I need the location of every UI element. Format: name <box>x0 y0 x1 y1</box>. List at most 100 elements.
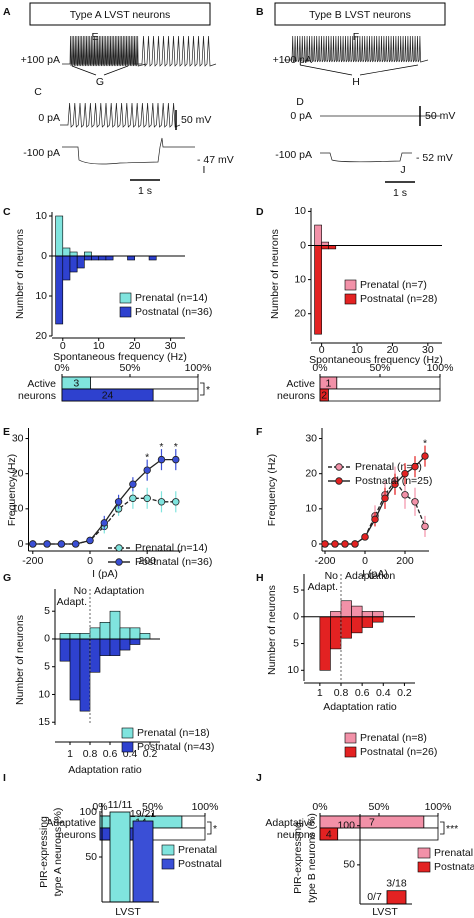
legend-swatch <box>121 741 134 753</box>
y-axis-label: Number of neurons <box>266 585 278 675</box>
histogram-bar <box>127 255 135 261</box>
x-tick-label: 0 <box>362 555 368 567</box>
y-tick-label: 5 <box>44 605 50 617</box>
data-point <box>371 515 379 524</box>
y-tick-label: 0 <box>293 611 299 623</box>
panel-letter: B <box>256 6 264 18</box>
x-tick-label: 30 <box>422 344 434 356</box>
data-point <box>361 533 369 541</box>
legend-swatch <box>344 746 357 758</box>
data-point <box>411 462 419 471</box>
trace-marker: F <box>353 31 359 43</box>
x-tick-label: 0 <box>319 344 325 356</box>
x-tick-label: 0.8 <box>83 748 98 760</box>
histogram-bar <box>84 251 92 257</box>
significance: * <box>206 384 210 396</box>
y-tick-label: 50 <box>85 851 97 863</box>
x-axis-label: Spontaneous frequency (Hz) <box>53 351 187 363</box>
y-tick-label: 10 <box>294 273 306 285</box>
trace-marker: D <box>296 96 304 108</box>
panel-letter: C <box>3 206 11 218</box>
legend-swatch <box>417 847 431 859</box>
histogram-bar <box>69 251 78 257</box>
data-point <box>172 498 180 506</box>
x-tick-label: 50% <box>119 362 140 374</box>
data-point <box>86 536 94 545</box>
y-axis-label: type A neurons (%) <box>52 808 64 897</box>
title-box <box>29 2 211 26</box>
fraction-frame <box>319 376 441 390</box>
y-tick-label: 10 <box>35 290 47 302</box>
x-tick-label: 0% <box>54 362 69 374</box>
data-point <box>411 498 419 506</box>
histogram-bar <box>148 255 157 261</box>
x-tick-label: 50% <box>369 362 390 374</box>
legend-swatch <box>344 732 357 744</box>
y-tick-label: 10 <box>294 205 306 217</box>
legend-label: Postnatal (n=36) <box>135 306 212 318</box>
bar <box>132 820 154 903</box>
data-point <box>100 519 108 527</box>
x-tick-label: 200 <box>396 555 414 567</box>
data-point <box>351 540 359 548</box>
histogram-bar <box>59 638 71 662</box>
y-tick-label: 10 <box>12 503 24 515</box>
histogram-bar <box>328 245 337 250</box>
y-tick-label: 0 <box>18 538 24 550</box>
legend-swatch <box>119 292 132 304</box>
data-point <box>421 452 429 460</box>
histogram-bar <box>89 627 101 640</box>
histogram-bar <box>314 245 322 335</box>
bar <box>386 890 407 905</box>
x-tick-label: 1 <box>67 748 73 760</box>
y-tick-label: 30 <box>305 432 317 444</box>
data-point <box>57 540 66 548</box>
data-point <box>43 540 51 548</box>
histogram-bar <box>351 616 363 634</box>
trace-marker: I <box>203 164 206 176</box>
x-tick-label: 0.2 <box>143 748 158 760</box>
bar-value-label: 3/18 <box>386 877 407 889</box>
histogram-bar <box>340 616 352 639</box>
legend-swatch <box>121 727 134 739</box>
legend-swatch <box>161 844 175 856</box>
data-point <box>341 540 349 548</box>
y-tick-label: 0 <box>311 538 317 550</box>
histogram-bar <box>119 638 131 651</box>
count-label: 3 <box>73 377 79 389</box>
voltage-scale-label: 50 mV <box>181 114 211 126</box>
y-tick-label: 5 <box>44 660 50 672</box>
y-tick-label: 15 <box>38 716 50 728</box>
legend-label: Postnatal <box>178 858 222 870</box>
series-line <box>325 479 426 545</box>
panel-letter: I <box>3 772 6 784</box>
data-point <box>71 540 80 548</box>
x-tick-label: 200 <box>138 555 156 567</box>
legend-swatch <box>344 293 357 305</box>
histogram-bar <box>361 616 374 628</box>
histogram-bar <box>314 224 322 246</box>
row-label: Active <box>27 378 56 390</box>
panel-letter: D <box>256 206 264 218</box>
y-tick-label: 100 <box>337 820 355 832</box>
legend-marker <box>335 477 343 485</box>
bar-value-label: 0/7 <box>367 891 382 903</box>
trace <box>62 35 217 67</box>
y-tick-label: 0 <box>41 250 47 262</box>
trace-marker: H <box>352 76 360 88</box>
panel-letter: H <box>256 572 264 584</box>
fraction-bar <box>319 827 339 841</box>
x-tick-label: 100% <box>425 801 452 813</box>
histogram-bar <box>330 616 342 650</box>
x-tick-label: 50% <box>368 801 389 813</box>
x-tick-label: 10 <box>351 344 363 356</box>
count-label: 1 <box>325 377 331 389</box>
row-label: neurons <box>277 390 315 402</box>
count-label: 24 <box>102 389 114 401</box>
row-label: neurons <box>18 390 56 402</box>
legend-label: Prenatal <box>434 847 473 859</box>
y-axis-label: PIR-expressing <box>38 816 50 888</box>
row-label: Adaptative <box>265 817 315 829</box>
histogram-bar <box>79 633 91 640</box>
